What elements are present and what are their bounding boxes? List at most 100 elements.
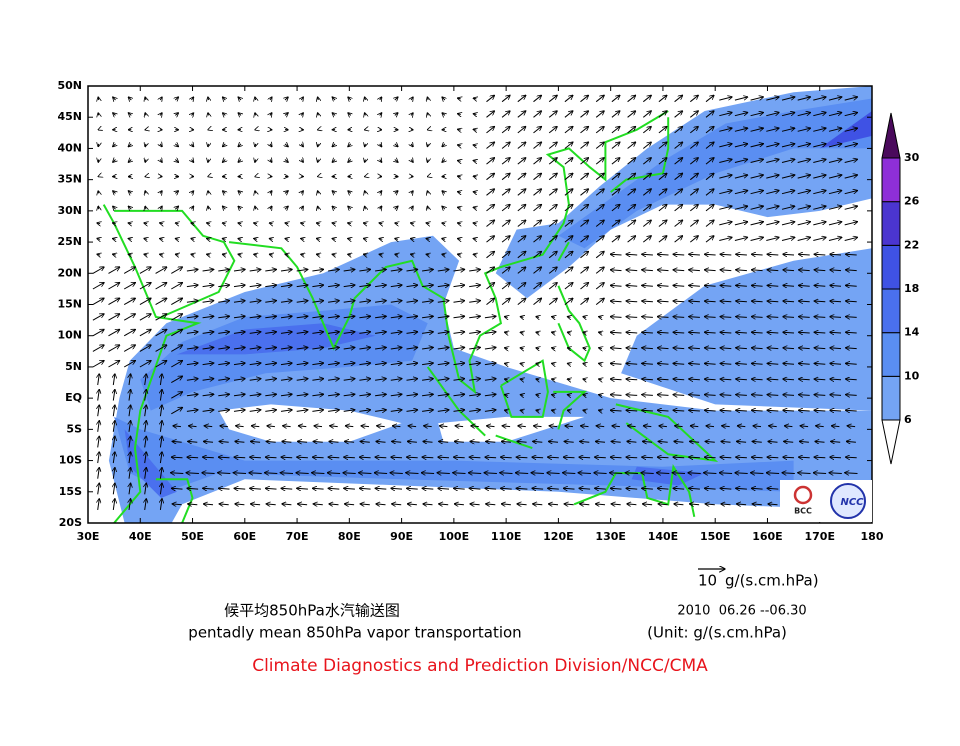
wind-vector: [223, 97, 226, 100]
reference-value: 10: [698, 572, 717, 590]
wind-vector: [719, 237, 732, 240]
wind-vector: [312, 488, 323, 489]
wind-vector: [690, 95, 698, 101]
wind-vector: [128, 160, 131, 163]
wind-vector: [175, 206, 178, 209]
lat-label: 35N: [57, 173, 82, 186]
wind-vector: [423, 504, 433, 505]
wind-vector: [706, 236, 714, 242]
wind-vector: [626, 254, 637, 255]
wind-vector: [628, 236, 636, 242]
wind-vector: [626, 270, 637, 271]
wind-vector: [348, 97, 351, 100]
wind-vector: [829, 222, 842, 225]
wind-vector: [191, 254, 194, 255]
wind-vector: [128, 191, 131, 194]
wind-vector: [285, 160, 288, 163]
title-cn: 候平均850hPa水汽输送图: [224, 602, 400, 620]
wind-vector: [218, 269, 229, 271]
wind-vector: [359, 488, 370, 489]
wind-vector: [612, 142, 620, 148]
wind-vector: [156, 267, 167, 273]
wind-vector: [454, 457, 465, 458]
wind-vector: [407, 504, 417, 505]
wind-vector: [502, 220, 510, 226]
colorbar-over: [882, 113, 900, 158]
wind-vector: [93, 314, 104, 320]
wind-vector: [301, 113, 303, 116]
wind-vector: [109, 329, 120, 335]
wind-vector: [380, 191, 382, 194]
wind-vector: [427, 113, 428, 116]
wind-vector: [502, 298, 510, 304]
lon-label: 150E: [700, 530, 730, 543]
wind-vector: [610, 317, 621, 318]
lon-label: 80E: [338, 530, 361, 543]
wind-vector: [552, 348, 555, 349]
wind-vector: [549, 298, 557, 304]
wind-vector: [766, 237, 779, 240]
wind-vector: [502, 283, 510, 289]
wind-vector: [659, 111, 667, 117]
wind-vector: [502, 189, 510, 195]
wind-vector: [93, 283, 104, 289]
wind-vector: [175, 223, 178, 224]
wind-vector: [549, 189, 557, 195]
wind-vector: [675, 220, 683, 226]
lat-label: 5N: [65, 360, 82, 373]
wind-vector: [473, 161, 476, 162]
wind-vector: [98, 374, 100, 385]
wind-vector: [505, 332, 508, 333]
wind-vector: [518, 220, 526, 226]
wind-vector: [813, 237, 826, 240]
lat-label: 45N: [57, 110, 82, 123]
wind-vector: [516, 457, 527, 458]
wind-vector: [380, 206, 382, 209]
wind-vector: [473, 176, 476, 177]
wind-vector: [109, 283, 120, 289]
wind-vector: [643, 236, 651, 242]
wind-vector: [411, 113, 413, 116]
wind-vector: [427, 206, 428, 209]
wind-vector: [534, 189, 542, 195]
wind-vector: [610, 332, 621, 333]
wind-vector: [846, 457, 857, 458]
wind-vector: [473, 223, 476, 224]
wind-vector: [395, 206, 398, 209]
wind-vector: [783, 254, 794, 255]
wind-vector: [520, 332, 523, 333]
wind-vector: [675, 95, 683, 101]
wind-vector: [285, 144, 288, 147]
wind-vector: [97, 254, 100, 255]
wind-vector: [426, 223, 429, 224]
wind-vector: [689, 285, 700, 286]
wind-vector: [502, 95, 510, 101]
wind-vector: [171, 298, 182, 304]
wind-vector: [612, 236, 620, 242]
wind-vector: [442, 239, 445, 240]
wind-vector: [281, 269, 292, 271]
wind-vector: [610, 254, 621, 255]
wind-vector: [469, 301, 480, 303]
wind-vector: [203, 504, 213, 505]
wind-vector: [380, 113, 382, 116]
wind-vector: [145, 97, 146, 100]
wind-vector: [223, 113, 226, 116]
wind-vector: [175, 239, 178, 240]
wind-vector: [673, 457, 684, 458]
wind-vector: [234, 488, 245, 489]
wind-vector: [192, 113, 194, 116]
wind-vector: [583, 348, 586, 349]
wind-vector: [98, 113, 99, 116]
wind-vector: [534, 158, 542, 164]
wind-vector: [281, 488, 292, 489]
wind-vector: [534, 142, 542, 148]
wind-vector: [599, 363, 602, 364]
wind-vector: [285, 239, 288, 240]
wind-vector: [391, 457, 402, 458]
bcc-logo-text: BCC: [794, 507, 812, 516]
wind-vector: [612, 127, 620, 133]
wind-vector: [657, 270, 668, 271]
wind-vector: [704, 270, 715, 271]
wind-vector: [643, 127, 651, 133]
